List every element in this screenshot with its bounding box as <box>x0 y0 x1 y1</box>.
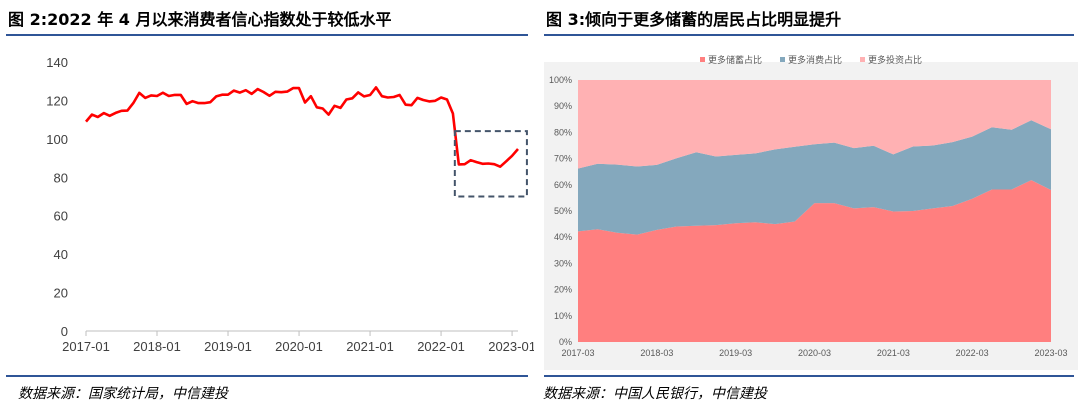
legend-label: 更多储蓄占比 <box>708 54 762 65</box>
legend-swatch <box>780 57 785 62</box>
y-tick-label: 90% <box>554 101 572 111</box>
y-tick-label: 0% <box>559 337 572 347</box>
x-tick-label: 2017-03 <box>561 348 594 358</box>
consumer-confidence-line-chart: 0 20 40 60 80 100 120 140 2017-01 2018-01 2019-01 2… <box>46 55 534 354</box>
x-tick-label: 2020-01 <box>275 339 323 354</box>
y-tick-label: 40% <box>554 232 572 242</box>
left-title-rule <box>6 34 528 36</box>
x-tick-label: 2019-01 <box>204 339 252 354</box>
left-chart-title: 图 2:2022 年 4 月以来消费者信心指数处于较低水平 <box>8 10 392 29</box>
y-tick-label: 100% <box>549 75 572 85</box>
x-tick-label: 2021-01 <box>346 339 394 354</box>
x-tick-label: 2020-03 <box>798 348 831 358</box>
y-tick-label: 70% <box>554 154 572 164</box>
x-tick-label: 2018-01 <box>133 339 181 354</box>
right-data-source: 数据来源：中国人民银行，中信建投 <box>543 386 767 402</box>
highlight-dashed-box <box>453 130 528 198</box>
y-tick-label: 80 <box>54 170 68 185</box>
left-bottom-rule <box>6 375 528 377</box>
y-tick-label: 20% <box>554 285 572 295</box>
y-tick-label: 120 <box>46 93 68 108</box>
area-series <box>578 80 1051 169</box>
legend-label: 更多投资占比 <box>868 54 922 65</box>
right-chart-title: 图 3:倾向于更多储蓄的居民占比明显提升 <box>546 10 842 29</box>
x-tick-label: 2017-01 <box>62 339 110 354</box>
right-title-rule <box>544 34 1074 36</box>
area-series <box>578 120 1051 235</box>
y-tick-label: 30% <box>554 258 572 268</box>
y-tick-label: 60% <box>554 180 572 190</box>
x-tick-label: 2022-03 <box>956 348 989 358</box>
y-tick-label: 100 <box>46 132 68 147</box>
x-tick-label: 2018-03 <box>640 348 673 358</box>
x-tick-label: 2021-03 <box>877 348 910 358</box>
y-tick-label: 50% <box>554 206 572 216</box>
y-tick-label: 80% <box>554 127 572 137</box>
y-tick-label: 40 <box>54 247 68 262</box>
legend-label: 更多消费占比 <box>788 54 842 65</box>
x-tick-label: 2022-01 <box>417 339 465 354</box>
y-tick-label: 20 <box>54 286 68 301</box>
legend-swatch <box>860 57 865 62</box>
y-tick-label: 140 <box>46 55 68 70</box>
y-tick-label: 60 <box>54 209 68 224</box>
x-tick-label: 2023-03 <box>1034 348 1067 358</box>
legend-swatch <box>700 57 705 62</box>
y-tick-label: 10% <box>554 311 572 321</box>
x-tick-label: 2019-03 <box>719 348 752 358</box>
area-series <box>578 180 1051 342</box>
consumer-confidence-series-line <box>85 86 519 168</box>
savings-preference-area-chart: 更多储蓄占比 更多消费占比 更多投资占比 0% 10% 20% 30% 40% 50% 60% 70… <box>544 54 1078 370</box>
y-tick-label: 0 <box>61 324 68 339</box>
x-tick-label: 2023-01 <box>488 339 534 354</box>
left-data-source: 数据来源：国家统计局，中信建投 <box>18 386 228 402</box>
right-bottom-rule <box>544 375 1074 377</box>
